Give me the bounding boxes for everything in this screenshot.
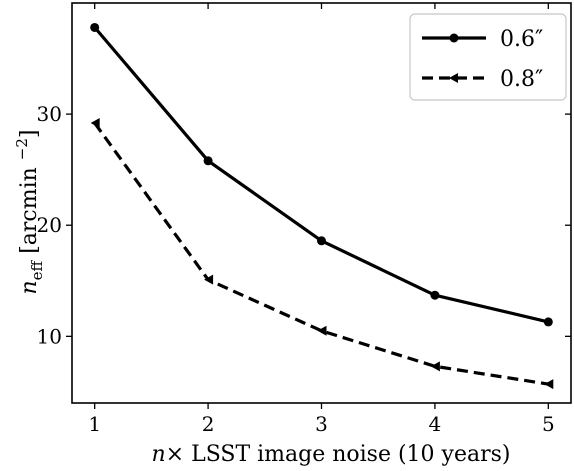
- x-tick-label: 1: [88, 412, 101, 436]
- legend-marker-0: [449, 33, 459, 43]
- y-axis-label-exp: −2: [13, 138, 31, 160]
- y-axis-label-var: n: [17, 280, 42, 294]
- data-point: [544, 379, 554, 390]
- data-point: [204, 274, 214, 285]
- plot-area: [90, 22, 554, 390]
- y-axis-label: neff [arcmin −2]: [13, 129, 46, 294]
- x-tick-label: 4: [429, 412, 442, 436]
- data-point: [90, 118, 100, 128]
- x-axis-label: n× LSST image noise (10 years): [151, 442, 510, 467]
- y-axis-label-close: ]: [17, 129, 42, 138]
- x-axis-label-var: n: [151, 442, 165, 467]
- data-point: [317, 236, 326, 246]
- legend-entry-1: 0.8″: [422, 67, 543, 92]
- data-point: [203, 156, 213, 166]
- data-point: [90, 22, 100, 32]
- y-tick-label: 10: [37, 324, 62, 348]
- legend-entry-0: 0.6″: [422, 27, 543, 52]
- data-point: [430, 361, 440, 372]
- y-axis-label-unit: [arcmin: [17, 160, 42, 261]
- legend: 0.6″ 0.8″: [409, 13, 567, 101]
- data-point: [430, 290, 440, 300]
- x-tick-label: 5: [542, 412, 555, 436]
- legend-label-0: 0.6″: [500, 27, 543, 52]
- data-point: [317, 325, 327, 336]
- y-axis-label-sub: eff: [28, 259, 46, 280]
- data-point: [543, 317, 553, 327]
- x-tick-label: 2: [202, 412, 215, 436]
- legend-label-1: 0.8″: [500, 67, 543, 92]
- x-axis-label-rest: × LSST image noise (10 years): [166, 442, 511, 467]
- axes: 1 2 3 4 5 10 20 30: [37, 2, 572, 436]
- x-tick-label: 3: [315, 412, 328, 436]
- y-tick-label: 30: [37, 102, 62, 126]
- legend-marker-1: [449, 73, 458, 83]
- series-line-1: [93, 122, 549, 386]
- y-tick-label: 20: [37, 213, 62, 237]
